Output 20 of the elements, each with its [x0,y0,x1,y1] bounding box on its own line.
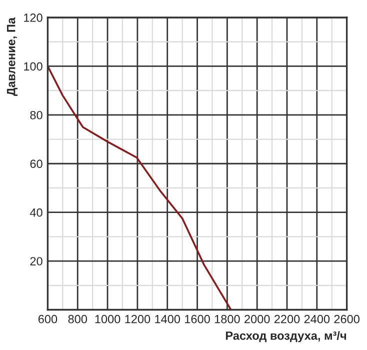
x-tick-label: 2600 [334,314,360,324]
y-tick-label: 100 [24,62,42,71]
y-tick-label: 40 [30,208,42,217]
y-tick-label: 80 [30,110,42,120]
x-tick-label: 1600 [185,314,210,324]
y-tick-label: 20 [30,257,42,266]
x-tick-label: 2200 [274,314,300,324]
x-tick-label: 1400 [155,314,180,324]
x-tick-label: 600 [38,314,58,324]
x-axis-title: Расход воздуха, м³/ч [226,331,346,342]
y-tick-label: 120 [24,14,42,22]
x-tick-label: 800 [68,314,88,324]
x-tick-label: 1800 [214,314,240,324]
y-tick-label: 60 [30,160,42,168]
line-series [48,65,232,310]
x-tick-label: 2000 [244,314,270,324]
x-tick-label: 1200 [125,314,150,324]
x-tick-label: 1000 [95,314,120,324]
y-axis-title: Давление, Па [7,17,18,96]
x-tick-label: 2400 [304,314,330,324]
